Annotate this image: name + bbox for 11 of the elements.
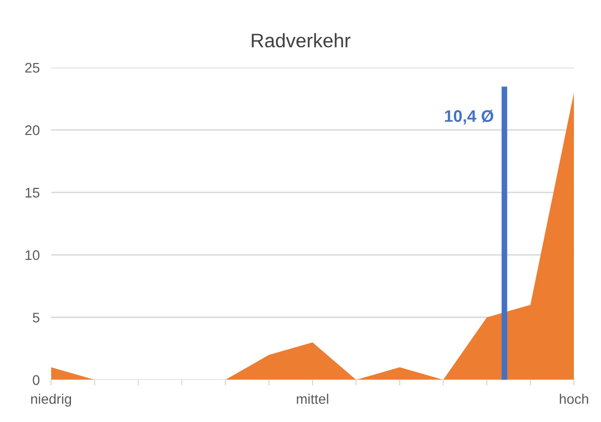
annotation: 10,4 Ø	[444, 110, 494, 124]
y-tick-label: 5	[32, 312, 40, 323]
y-tick-label: 20	[25, 125, 40, 136]
y-tick-label: 0	[32, 375, 40, 385]
y-tick-label: 25	[25, 62, 40, 73]
x-tick-label: niedrig	[31, 394, 72, 407]
x-tick-label: mittel	[296, 394, 328, 404]
x-tick-label: hoch	[560, 394, 588, 404]
chart-title: Radverkehr	[252, 33, 350, 48]
y-tick-label: 10	[26, 250, 40, 260]
y-tick-label: 15	[26, 188, 40, 198]
